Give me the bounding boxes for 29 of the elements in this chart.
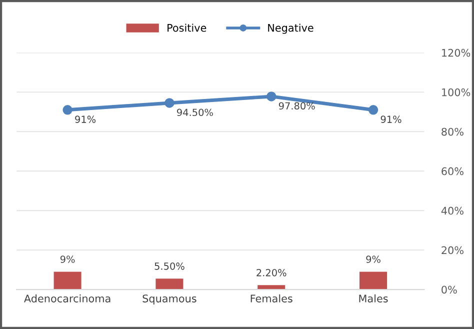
x-tick-label: Squamous	[142, 294, 196, 304]
bar	[54, 272, 82, 290]
data-label: 97.80%	[278, 102, 315, 110]
data-label: 94.50%	[177, 108, 213, 116]
y-tick-label: 80%	[442, 128, 464, 136]
bar	[156, 278, 184, 290]
legend-label: Positive	[168, 24, 206, 32]
y-tick-label: 20%	[442, 246, 464, 254]
y-tick-label: 0%	[442, 286, 457, 294]
bar	[360, 272, 388, 290]
data-label: 91%	[380, 116, 402, 123]
data-label: 9%	[366, 256, 380, 263]
x-tick-label: Adenocarcinoma	[24, 294, 110, 302]
point	[368, 105, 378, 115]
y-tick-label: 60%	[442, 167, 464, 176]
y-tick-label: 40%	[441, 206, 464, 215]
point	[266, 92, 276, 102]
x-tick-label: Females	[250, 294, 292, 302]
x-tick-label: Males	[359, 294, 388, 302]
bar	[258, 285, 286, 290]
data-label: 5.50%	[154, 262, 184, 270]
data-label: 9%	[60, 256, 75, 263]
data-label: 2.20%	[256, 268, 286, 276]
y-tick-label: 120%	[442, 48, 470, 57]
y-tick-label: 100%	[442, 88, 470, 96]
data-label: 91%	[75, 116, 96, 123]
point	[62, 105, 72, 115]
legend-label: Negative	[268, 24, 314, 34]
point	[164, 98, 174, 108]
